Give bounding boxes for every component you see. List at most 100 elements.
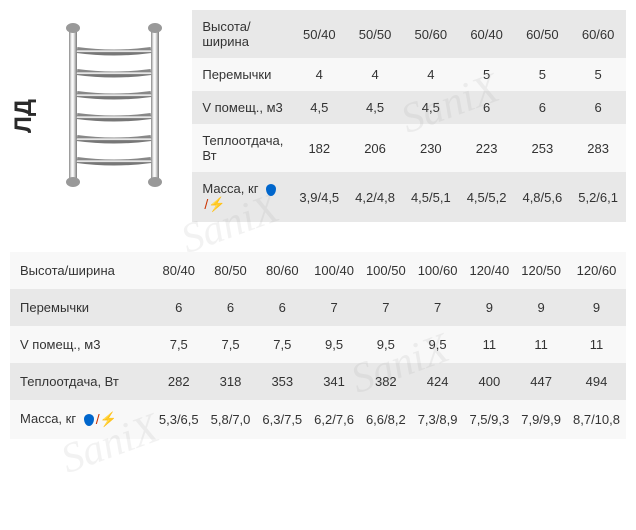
product-label: ЛД xyxy=(10,99,38,133)
cell: 400 xyxy=(463,363,515,400)
cell: 6,2/7,6 xyxy=(308,400,360,439)
cell: 6 xyxy=(205,289,257,326)
cell: 7,5 xyxy=(256,326,308,363)
size-header: 60/50 xyxy=(514,10,570,58)
param-label: V помещ., м3 xyxy=(192,91,291,124)
cell: 5,2/6,1 xyxy=(570,172,626,222)
cell: 283 xyxy=(570,124,626,172)
cell: 4,5/5,2 xyxy=(459,172,515,222)
param-label: Высота/ширина xyxy=(10,252,153,289)
table-row: Теплоотдача, Вт 182 206 230 223 253 283 xyxy=(192,124,626,172)
cell: 382 xyxy=(360,363,412,400)
size-header: 80/50 xyxy=(205,252,257,289)
cell: 6 xyxy=(153,289,205,326)
param-label: Теплоотдача, Вт xyxy=(10,363,153,400)
cell: 11 xyxy=(463,326,515,363)
cell: 4 xyxy=(291,58,347,91)
size-header: 100/50 xyxy=(360,252,412,289)
size-header: 60/40 xyxy=(459,10,515,58)
water-icon xyxy=(84,414,94,426)
cell: 11 xyxy=(515,326,567,363)
cell: 7,5 xyxy=(153,326,205,363)
cell: 4 xyxy=(403,58,459,91)
cell: 6 xyxy=(514,91,570,124)
table-row: Перемычки 6 6 6 7 7 7 9 9 9 xyxy=(10,289,626,326)
size-header: 80/40 xyxy=(153,252,205,289)
cell: 6 xyxy=(570,91,626,124)
cell: 318 xyxy=(205,363,257,400)
cell: 9 xyxy=(463,289,515,326)
param-label: Теплоотдача, Вт xyxy=(192,124,291,172)
size-header: 120/60 xyxy=(567,252,626,289)
cell: 5 xyxy=(570,58,626,91)
size-header: 100/60 xyxy=(412,252,464,289)
cell: 9 xyxy=(515,289,567,326)
cell: 7 xyxy=(412,289,464,326)
param-label: Высота/ширина xyxy=(192,10,291,58)
cell: 6,3/7,5 xyxy=(256,400,308,439)
param-label: Масса, кг /⚡ xyxy=(10,400,153,439)
cell: 7 xyxy=(308,289,360,326)
table-row: V помещ., м3 4,5 4,5 4,5 6 6 6 xyxy=(192,91,626,124)
size-header: 100/40 xyxy=(308,252,360,289)
table-row: Перемычки 4 4 4 5 5 5 xyxy=(192,58,626,91)
cell: 6 xyxy=(459,91,515,124)
size-header: 60/60 xyxy=(570,10,626,58)
table-row: Высота/ширина 50/40 50/50 50/60 60/40 60… xyxy=(192,10,626,58)
cell: 282 xyxy=(153,363,205,400)
size-header: 50/60 xyxy=(403,10,459,58)
cell: 3,9/4,5 xyxy=(291,172,347,222)
cell: 353 xyxy=(256,363,308,400)
size-header: 50/40 xyxy=(291,10,347,58)
cell: 494 xyxy=(567,363,626,400)
cell: 6 xyxy=(256,289,308,326)
cell: 6,6/8,2 xyxy=(360,400,412,439)
cell: 5 xyxy=(459,58,515,91)
cell: 7,9/9,9 xyxy=(515,400,567,439)
cell: 253 xyxy=(514,124,570,172)
table-row: Теплоотдача, Вт 282 318 353 341 382 424 … xyxy=(10,363,626,400)
param-label: Перемычки xyxy=(10,289,153,326)
cell: 230 xyxy=(403,124,459,172)
cell: 9,5 xyxy=(308,326,360,363)
cell: 9,5 xyxy=(412,326,464,363)
size-header: 120/40 xyxy=(463,252,515,289)
cell: 9,5 xyxy=(360,326,412,363)
table-row: Масса, кг /⚡ 3,9/4,5 4,2/4,8 4,5/5,1 4,5… xyxy=(192,172,626,222)
size-header: 50/50 xyxy=(347,10,403,58)
cell: 4,5/5,1 xyxy=(403,172,459,222)
param-label: Масса, кг /⚡ xyxy=(192,172,291,222)
size-header: 120/50 xyxy=(515,252,567,289)
cell: 4,2/4,8 xyxy=(347,172,403,222)
size-header: 80/60 xyxy=(256,252,308,289)
cell: 5,8/7,0 xyxy=(205,400,257,439)
cell: 4,5 xyxy=(347,91,403,124)
cell: 223 xyxy=(459,124,515,172)
cell: 7,5/9,3 xyxy=(463,400,515,439)
cell: 206 xyxy=(347,124,403,172)
cell: 7,5 xyxy=(205,326,257,363)
cell: 4 xyxy=(347,58,403,91)
towel-rail-icon xyxy=(49,20,179,190)
table-row: V помещ., м3 7,5 7,5 7,5 9,5 9,5 9,5 11 … xyxy=(10,326,626,363)
electric-icon: /⚡ xyxy=(96,411,117,428)
cell: 7,3/8,9 xyxy=(412,400,464,439)
table-row: Масса, кг /⚡ 5,3/6,5 5,8/7,0 6,3/7,5 6,2… xyxy=(10,400,626,439)
cell: 4,5 xyxy=(291,91,347,124)
cell: 4,5 xyxy=(403,91,459,124)
cell: 11 xyxy=(567,326,626,363)
cell: 447 xyxy=(515,363,567,400)
cell: 341 xyxy=(308,363,360,400)
cell: 4,8/5,6 xyxy=(514,172,570,222)
cell: 5,3/6,5 xyxy=(153,400,205,439)
table-row: Высота/ширина 80/40 80/50 80/60 100/40 1… xyxy=(10,252,626,289)
water-icon xyxy=(266,184,276,196)
param-label: Перемычки xyxy=(192,58,291,91)
cell: 182 xyxy=(291,124,347,172)
cell: 9 xyxy=(567,289,626,326)
param-label: V помещ., м3 xyxy=(10,326,153,363)
spec-table-top: Высота/ширина 50/40 50/50 50/60 60/40 60… xyxy=(192,10,626,222)
electric-icon: /⚡ xyxy=(204,196,225,213)
product-image xyxy=(43,10,184,200)
cell: 7 xyxy=(360,289,412,326)
